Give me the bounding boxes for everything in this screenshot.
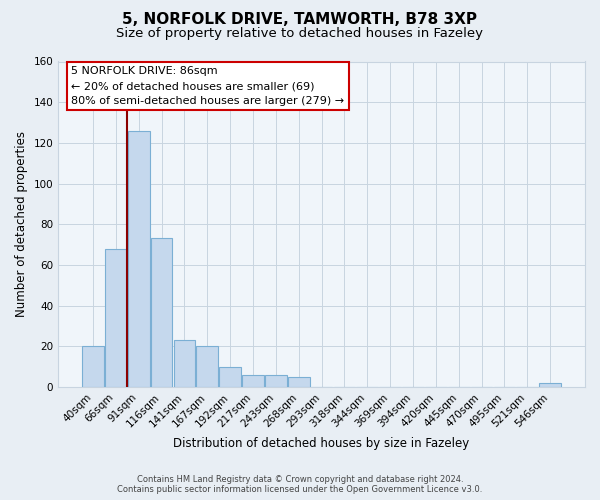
Bar [173,340,195,387]
Bar [151,238,172,387]
Bar [128,130,149,387]
Text: 5, NORFOLK DRIVE, TAMWORTH, B78 3XP: 5, NORFOLK DRIVE, TAMWORTH, B78 3XP [122,12,478,28]
Bar [82,346,104,387]
Bar [288,377,310,387]
Bar [196,346,218,387]
Text: Size of property relative to detached houses in Fazeley: Size of property relative to detached ho… [116,28,484,40]
Bar [242,374,264,387]
Text: Contains HM Land Registry data © Crown copyright and database right 2024.
Contai: Contains HM Land Registry data © Crown c… [118,474,482,494]
Bar [105,248,127,387]
Bar [539,383,561,387]
Text: 5 NORFOLK DRIVE: 86sqm
← 20% of detached houses are smaller (69)
80% of semi-det: 5 NORFOLK DRIVE: 86sqm ← 20% of detached… [71,66,344,106]
X-axis label: Distribution of detached houses by size in Fazeley: Distribution of detached houses by size … [173,437,470,450]
Bar [265,374,287,387]
Y-axis label: Number of detached properties: Number of detached properties [15,131,28,317]
Bar [219,366,241,387]
